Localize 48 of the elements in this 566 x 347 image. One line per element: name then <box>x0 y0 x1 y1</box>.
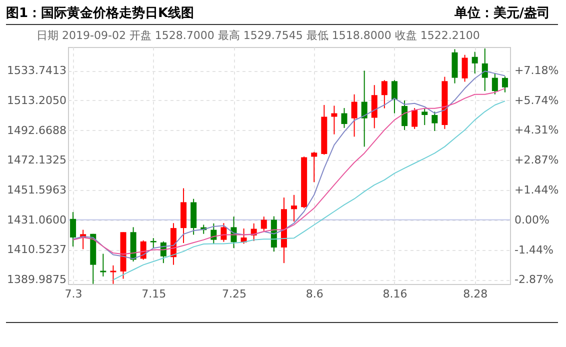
candlestick <box>311 151 318 183</box>
candlestick <box>412 108 418 130</box>
y-tick-label: 1472.1325 <box>7 154 66 167</box>
chart-title: 图1：国际黄金价格走势日K线图 <box>6 6 194 21</box>
x-tick-label: 8.16 <box>382 288 408 300</box>
y2-tick-label: +2.87% <box>514 154 559 167</box>
candlestick <box>260 216 267 232</box>
y-tick-label: 1492.6688 <box>7 124 66 137</box>
y2-tick-label: -2.87% <box>514 273 554 286</box>
y2-tick-label: 0.00% <box>514 213 550 226</box>
candlestick <box>150 238 156 249</box>
candlestick <box>391 80 398 114</box>
candlestick <box>341 108 348 128</box>
candlestick <box>492 72 498 95</box>
candlestick <box>462 54 468 82</box>
y-tick-label: 1410.5237 <box>7 243 66 256</box>
candlestick <box>70 212 76 248</box>
x-tick-label: 7.15 <box>142 288 166 300</box>
y-tick-label: 1431.0600 <box>7 213 66 226</box>
y2-tick-label: +5.74% <box>514 94 559 107</box>
y-tick-label: 1513.2050 <box>7 94 66 107</box>
y2-tick-label: +1.44% <box>514 183 559 196</box>
y-tick-label: 1389.9875 <box>7 273 66 286</box>
line-series <box>112 100 506 280</box>
candlestick <box>422 108 428 126</box>
x-tick-label: 7.3 <box>64 288 82 300</box>
x-tick-label: 8.6 <box>306 288 324 300</box>
text: 日期 2019-09-02 开盘 1528.7000 最高 1529.7545 最低 1518.8000 收盘 1522.2100 <box>36 29 480 42</box>
y2-tick-label: -1.44% <box>514 243 554 256</box>
candlestick <box>291 194 298 222</box>
candlestick <box>381 80 388 109</box>
candlestick <box>220 222 227 242</box>
candlestick <box>432 111 438 132</box>
chart-subtitle: 单位：美元/盎司 <box>454 4 550 22</box>
candlestick <box>351 94 358 138</box>
candlestick <box>482 48 488 92</box>
y-tick-label: 1451.5963 <box>7 183 66 196</box>
candlestick <box>402 100 408 130</box>
y-tick-label: 1533.7413 <box>7 64 66 78</box>
x-tick-label: 8.28 <box>463 288 488 300</box>
candlestick <box>371 84 378 129</box>
candlestick <box>361 70 368 148</box>
candlestick <box>472 51 478 74</box>
y2-tick-label: +4.31% <box>514 124 559 137</box>
y2-tick-label: +7.18% <box>514 64 559 78</box>
candlestick <box>210 222 217 245</box>
candlestick <box>502 76 508 93</box>
x-tick-label: 7.25 <box>222 288 246 300</box>
